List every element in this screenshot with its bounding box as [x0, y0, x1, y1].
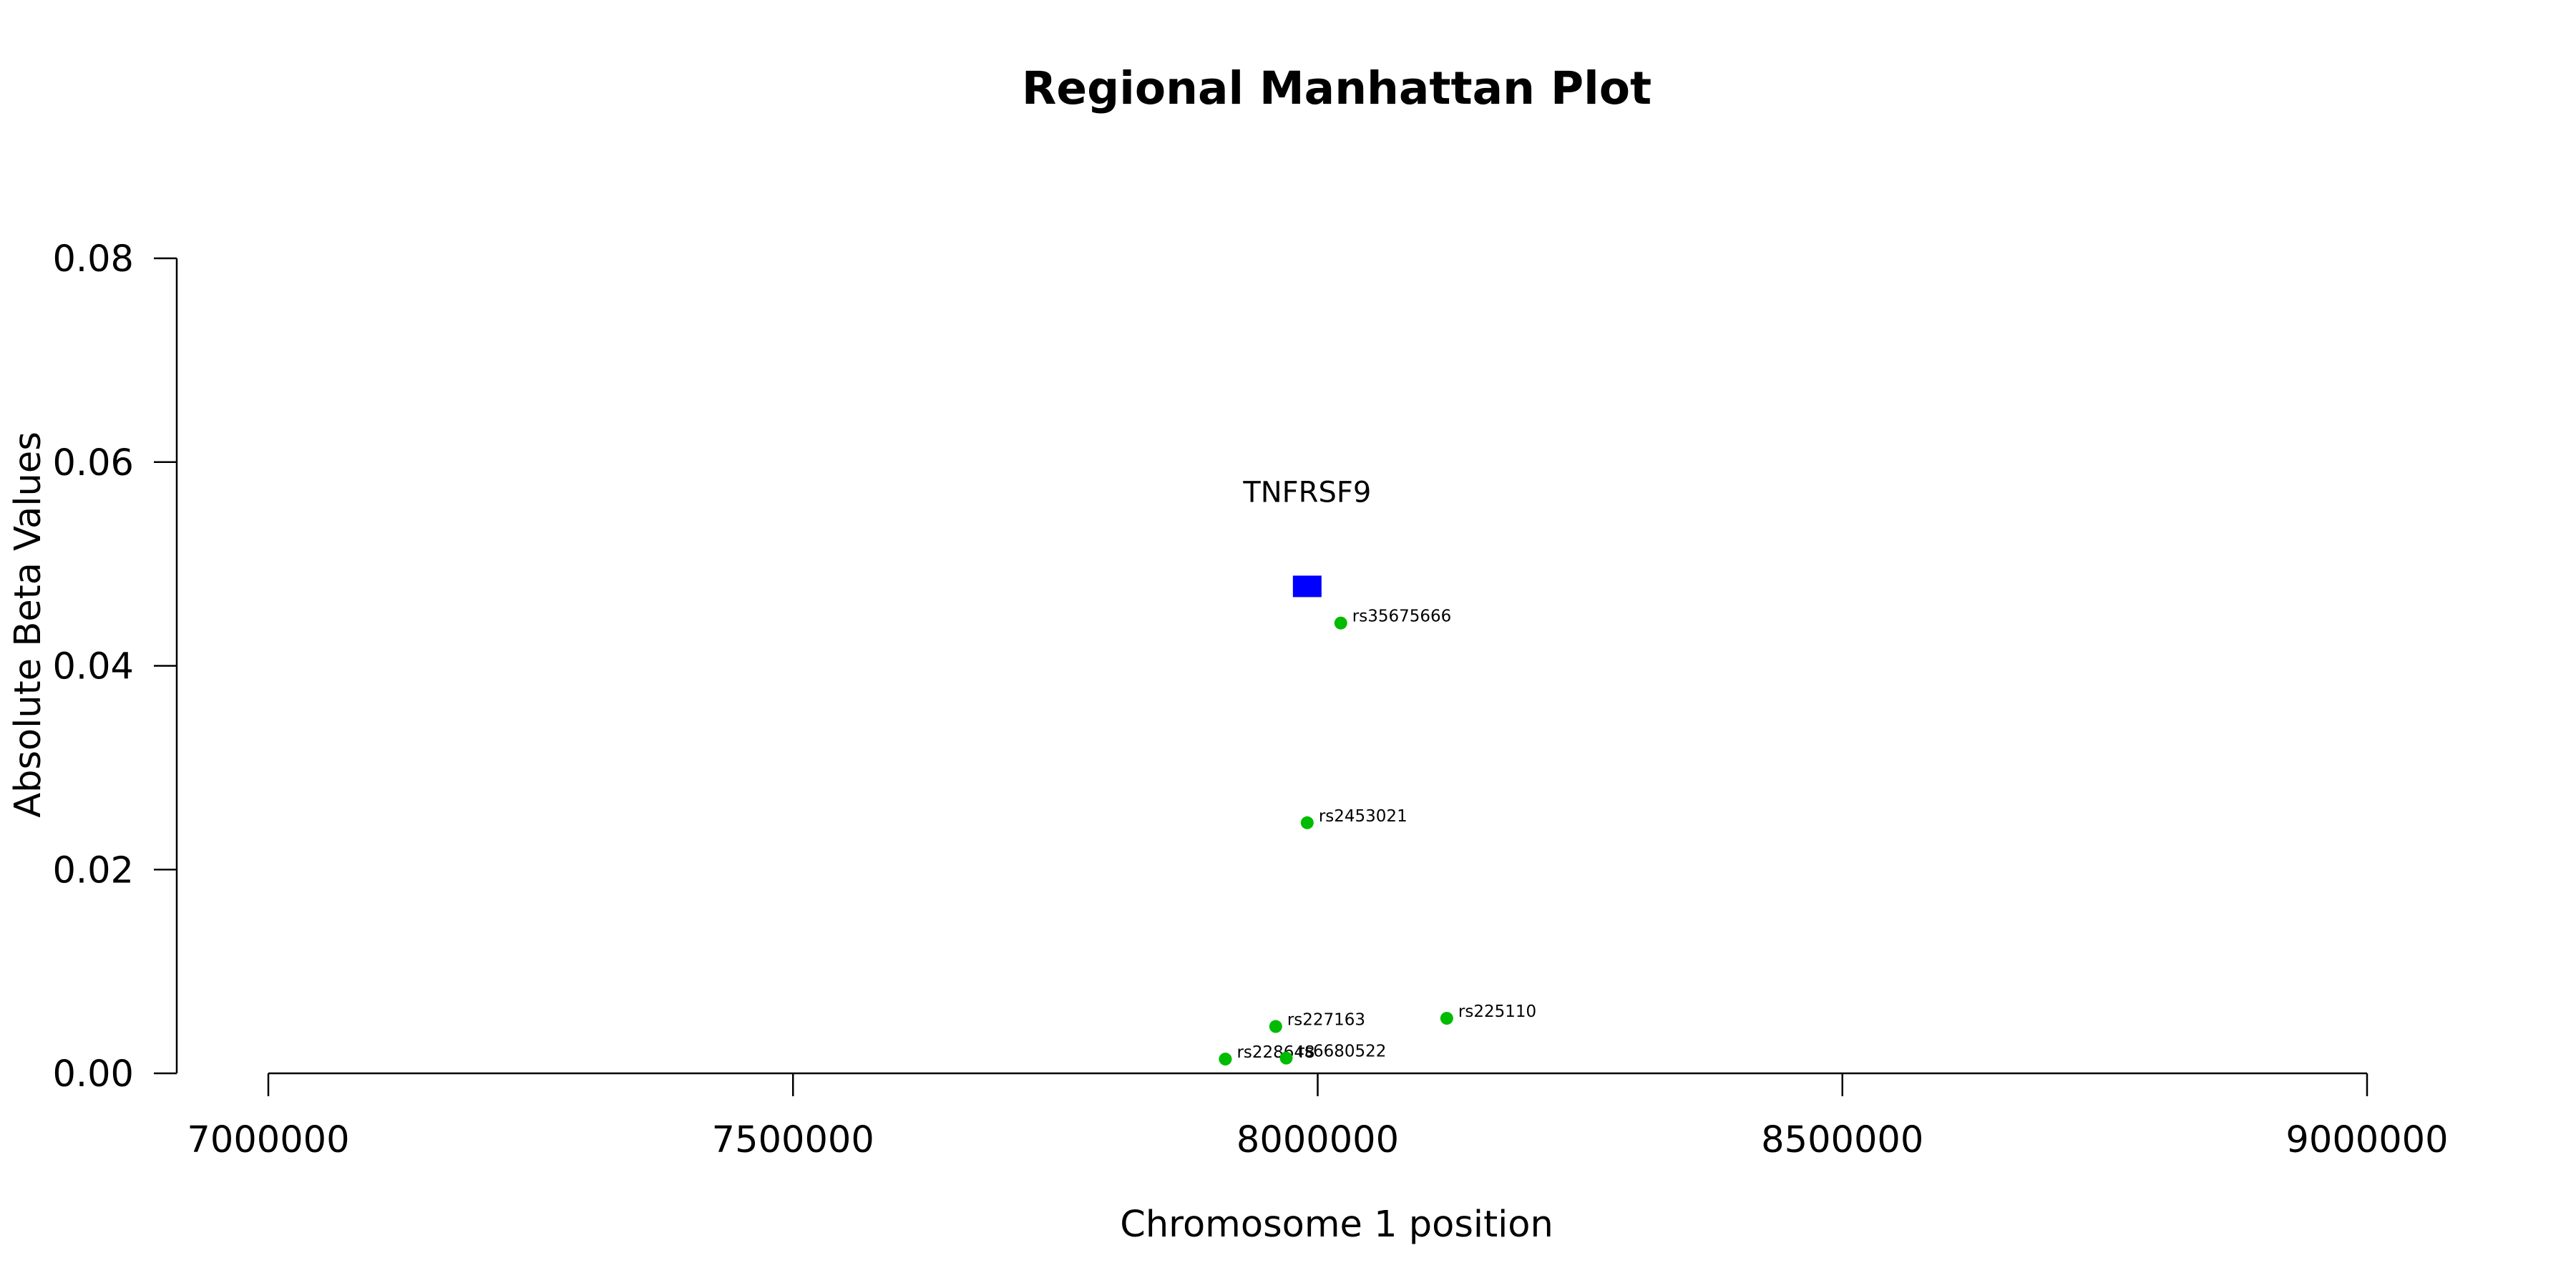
y-tick-label: 0.02	[52, 849, 134, 892]
y-axis-ticks: 0.00 0.02 0.04 0.06 0.08	[52, 238, 177, 1096]
y-axis-label: Absolute Beta Values	[7, 431, 49, 818]
snp-label: rs6680522	[1298, 1043, 1387, 1061]
snp-point	[1269, 1020, 1282, 1033]
snp-label: rs2453021	[1319, 807, 1407, 826]
gene-label: TNFRSF9	[1242, 476, 1371, 509]
y-tick-label: 0.00	[52, 1053, 134, 1096]
y-tick-label: 0.08	[52, 238, 134, 280]
snp-point	[1279, 1051, 1293, 1065]
snp-point	[1334, 616, 1347, 630]
x-tick-label: 8500000	[1761, 1119, 1923, 1161]
snp-point	[1219, 1053, 1232, 1066]
y-tick-label: 0.06	[52, 442, 134, 484]
x-axis-ticks: 7000000 7500000 8000000 8500000 9000000	[187, 1073, 2449, 1161]
plot-marks: TNFRSF9 rs35675666 rs2453021 rs227163 rs2251…	[1219, 476, 1536, 1066]
gene-marker	[1292, 575, 1322, 597]
snp-label: rs225110	[1458, 1002, 1536, 1021]
x-tick-label: 9000000	[2285, 1119, 2448, 1161]
x-tick-label: 8000000	[1236, 1119, 1399, 1161]
snp-point	[1440, 1012, 1453, 1025]
y-tick-label: 0.04	[52, 646, 134, 688]
snp-label: rs228648	[1236, 1043, 1314, 1062]
x-axis-label: Chromosome 1 position	[1120, 1204, 1553, 1246]
snp-label: rs227163	[1287, 1011, 1365, 1030]
snp-label: rs35675666	[1352, 608, 1452, 626]
x-tick-label: 7000000	[187, 1119, 349, 1161]
snp-point	[1300, 816, 1314, 829]
chart-title: Regional Manhattan Plot	[1022, 62, 1652, 114]
x-tick-label: 7500000	[712, 1119, 874, 1161]
